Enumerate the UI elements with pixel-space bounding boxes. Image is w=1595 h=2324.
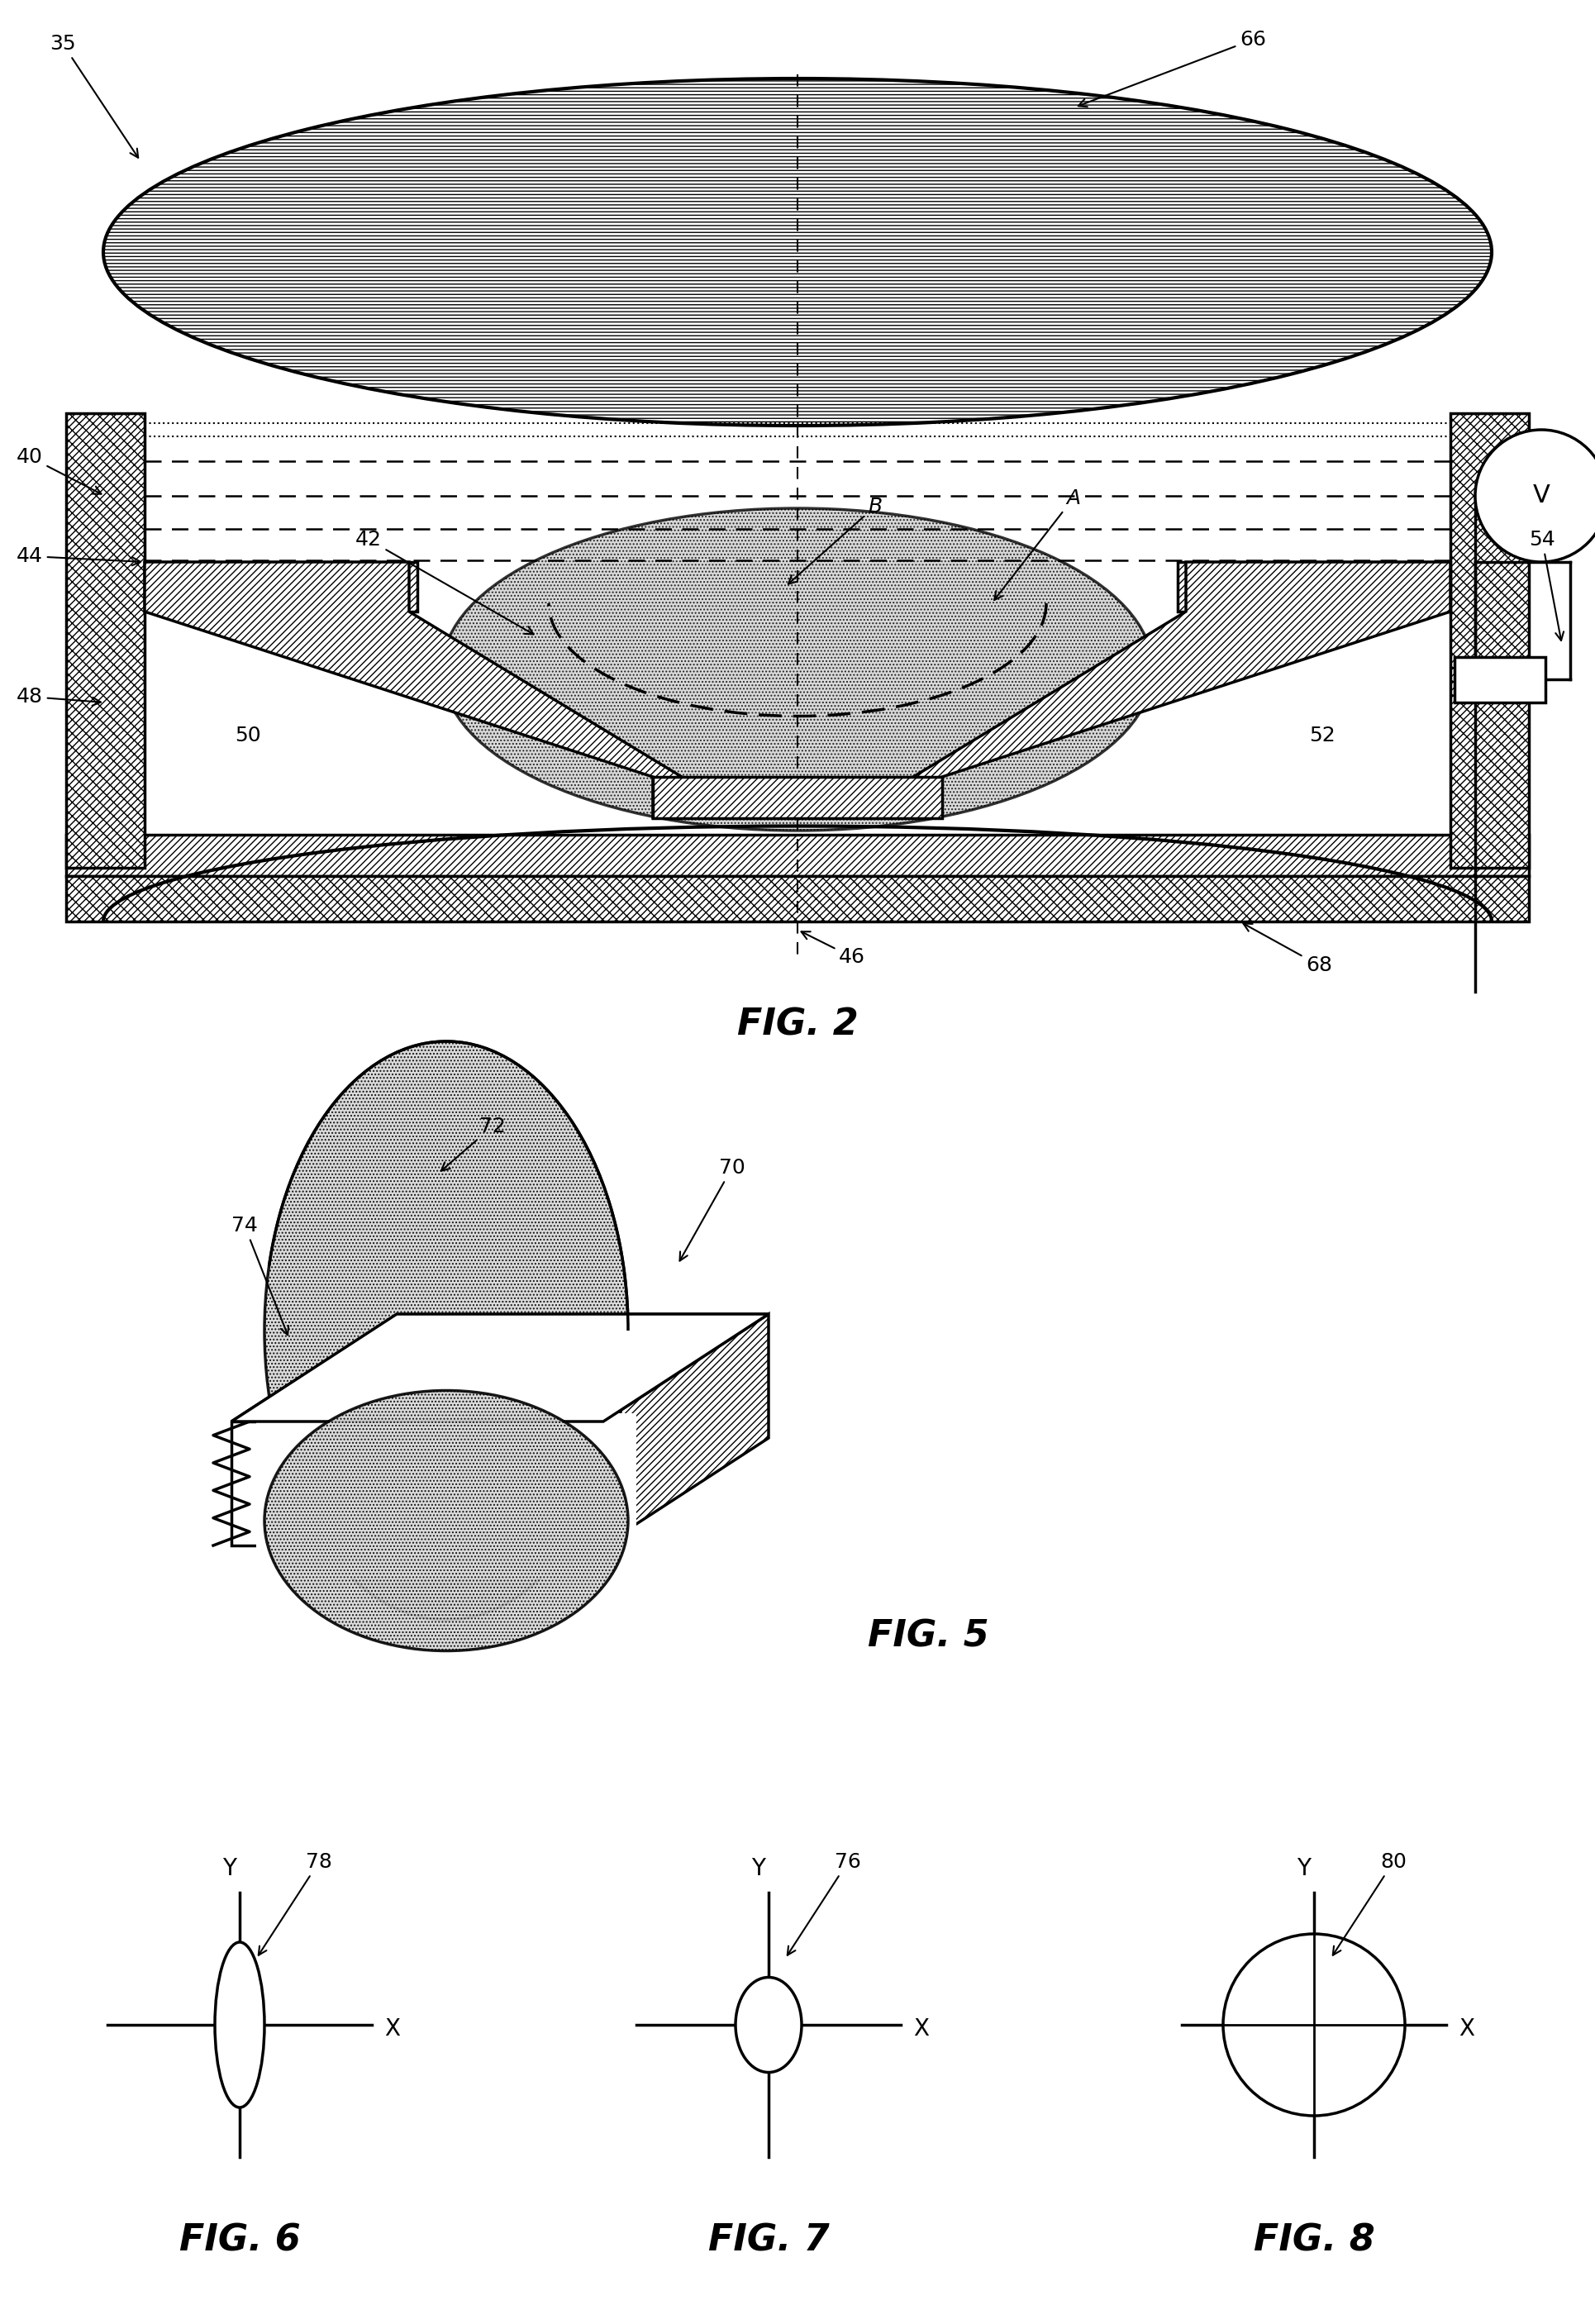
Text: 52: 52 [1309,725,1335,746]
Circle shape [1223,1934,1405,2115]
Ellipse shape [104,79,1491,425]
Text: 72: 72 [442,1116,506,1171]
Text: Y: Y [751,1857,766,1880]
Text: 68: 68 [1244,923,1332,976]
Text: 78: 78 [258,1852,332,1954]
Text: FIG. 2: FIG. 2 [737,1006,858,1043]
Polygon shape [652,776,943,818]
Text: Y: Y [1297,1857,1311,1880]
Text: Y: Y [223,1857,236,1880]
Polygon shape [231,1422,603,1545]
Text: 50: 50 [234,725,262,746]
Polygon shape [145,562,418,611]
Text: 76: 76 [788,1852,861,1954]
Text: FIG. 8: FIG. 8 [1254,2224,1375,2259]
Text: 80: 80 [1333,1852,1407,1954]
Polygon shape [1455,658,1546,702]
Text: X: X [1459,2017,1474,2040]
Text: B: B [788,497,882,583]
Circle shape [1475,430,1595,562]
Text: FIG. 7: FIG. 7 [708,2224,829,2259]
Polygon shape [145,562,681,818]
Text: 66: 66 [1078,30,1266,107]
Polygon shape [603,1313,769,1545]
Text: X: X [914,2017,928,2040]
Text: V: V [1533,483,1550,509]
Text: 54: 54 [1530,530,1563,641]
Ellipse shape [265,1041,628,1620]
Polygon shape [1450,414,1530,867]
Ellipse shape [735,1978,802,2073]
Text: 48: 48 [16,688,100,706]
Text: X: X [384,2017,400,2040]
Ellipse shape [215,1943,265,2108]
Polygon shape [914,562,1450,818]
Polygon shape [65,834,1530,876]
Text: 44: 44 [16,546,140,567]
Text: 70: 70 [679,1157,745,1262]
Polygon shape [65,876,1530,923]
Text: 74: 74 [231,1215,289,1334]
Polygon shape [1177,562,1450,611]
Text: 46: 46 [801,932,864,967]
Text: FIG. 5: FIG. 5 [868,1618,989,1655]
Polygon shape [281,1446,587,1513]
Ellipse shape [442,509,1153,830]
Text: 40: 40 [16,446,100,495]
Text: A: A [994,488,1080,600]
Polygon shape [231,1313,769,1422]
Polygon shape [231,1313,769,1422]
Polygon shape [65,414,145,867]
Text: FIG. 6: FIG. 6 [179,2224,300,2259]
Text: 35: 35 [49,35,139,158]
Bar [257,1413,636,1578]
Text: 42: 42 [356,530,533,634]
Ellipse shape [265,1390,628,1650]
